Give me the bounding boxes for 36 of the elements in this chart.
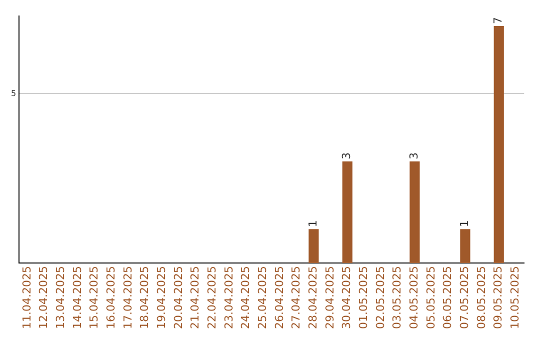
x-tick-label: 07.05.2025 — [458, 266, 472, 330]
x-tick-label: 13.04.2025 — [54, 266, 68, 330]
x-tick-label: 30.04.2025 — [340, 266, 354, 330]
x-tick-label: 17.04.2025 — [121, 266, 134, 330]
x-tick-label: 10.05.2025 — [508, 266, 522, 330]
x-tick-label: 05.05.2025 — [424, 266, 438, 330]
x-tick-label: 15.04.2025 — [88, 266, 101, 330]
x-tick-label: 26.04.2025 — [272, 266, 286, 330]
x-tick-label: 12.04.2025 — [37, 266, 50, 330]
x-tick-label: 06.05.2025 — [441, 266, 454, 330]
x-tick-label: 14.04.2025 — [70, 266, 84, 330]
x-tick-label: 28.04.2025 — [306, 266, 320, 330]
data-label: 3 — [340, 152, 354, 160]
x-tick-label: 22.04.2025 — [206, 266, 219, 330]
x-tick-label: 03.05.2025 — [390, 266, 404, 330]
x-tick-label: 19.04.2025 — [155, 266, 168, 330]
x-tick-label: 11.04.2025 — [20, 266, 34, 330]
x-tick-label: 16.04.2025 — [104, 266, 118, 330]
data-label: 3 — [408, 152, 421, 160]
x-tick-label: 01.05.2025 — [357, 266, 370, 330]
x-tick-label: 04.05.2025 — [408, 266, 421, 330]
data-label: 1 — [458, 220, 472, 228]
x-tick-label: 25.04.2025 — [256, 266, 270, 330]
x-tick-label: 27.04.2025 — [290, 266, 303, 330]
x-tick-label: 24.04.2025 — [239, 266, 252, 330]
x-tick-label: 20.04.2025 — [172, 266, 185, 330]
x-tick-label: 29.04.2025 — [323, 266, 336, 330]
x-tick-label: 09.05.2025 — [492, 266, 505, 330]
data-label: 7 — [492, 16, 505, 24]
y-tick-label: 5 — [10, 88, 16, 98]
x-tick-label: 23.04.2025 — [222, 266, 236, 330]
x-tick-label: 18.04.2025 — [138, 266, 152, 330]
x-tick-label: 08.05.2025 — [474, 266, 488, 330]
x-tick-label: 21.04.2025 — [188, 266, 202, 330]
x-tick-label: 02.05.2025 — [374, 266, 387, 330]
data-label: 1 — [306, 220, 320, 228]
